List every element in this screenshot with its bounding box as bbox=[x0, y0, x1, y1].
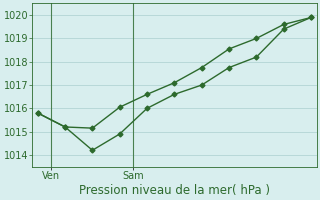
X-axis label: Pression niveau de la mer( hPa ): Pression niveau de la mer( hPa ) bbox=[79, 184, 270, 197]
